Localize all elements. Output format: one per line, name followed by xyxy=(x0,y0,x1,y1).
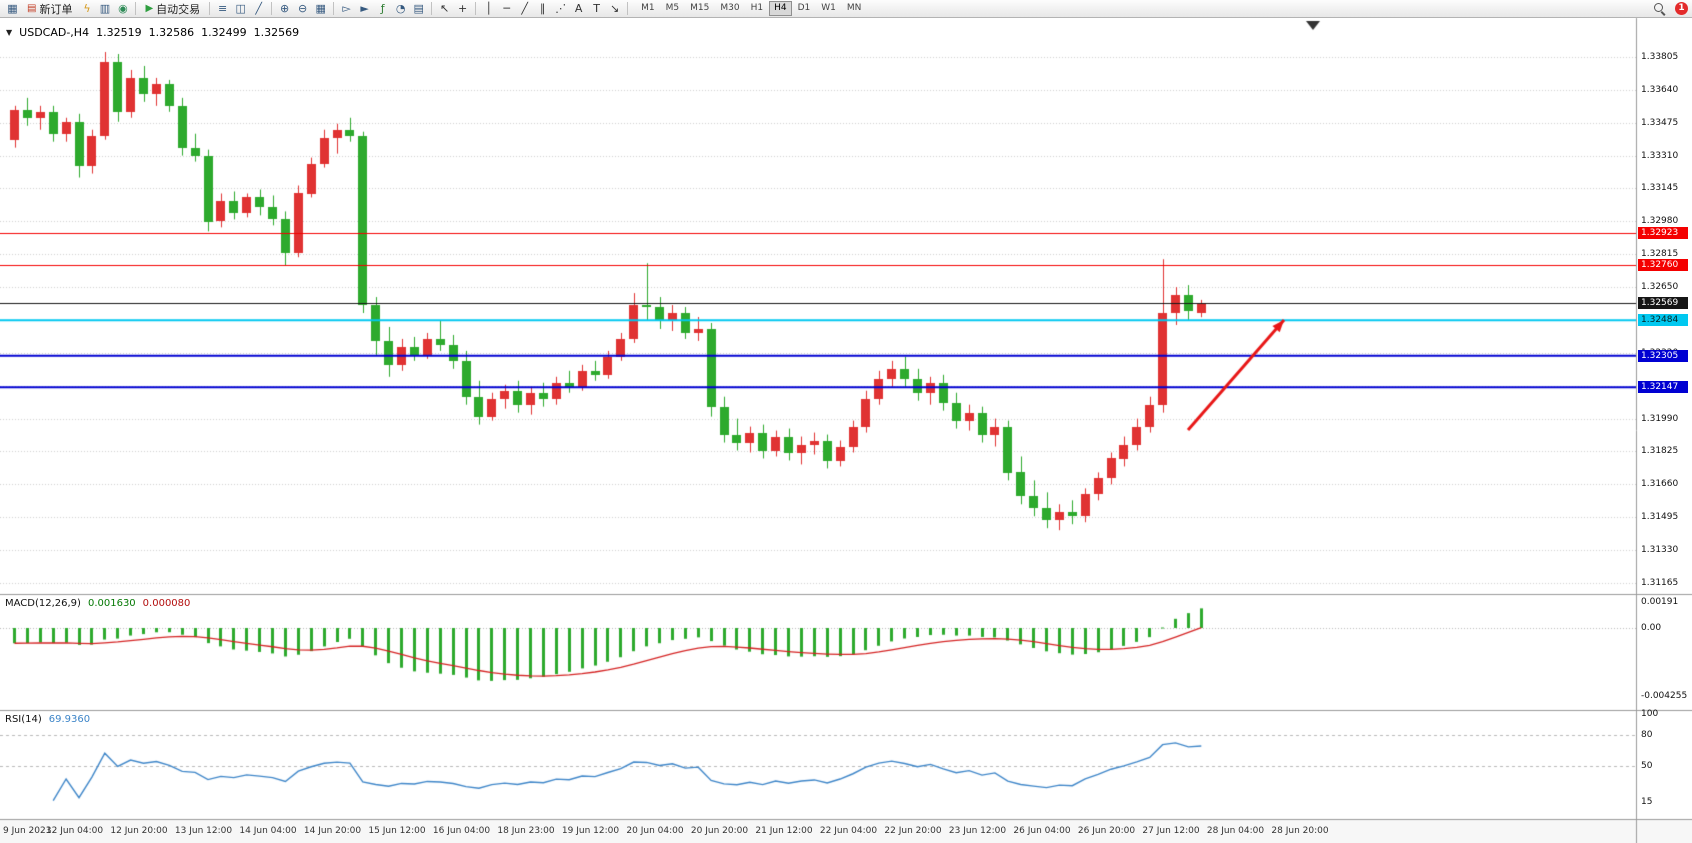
timeframe-h1[interactable]: H1 xyxy=(750,3,764,13)
text-icon[interactable]: A xyxy=(574,1,583,15)
timeframe-mn[interactable]: MN xyxy=(846,3,862,13)
timeframe-m30[interactable]: M30 xyxy=(720,3,740,13)
time-axis-zone[interactable] xyxy=(0,820,1636,843)
quotes-icon[interactable]: ϟ xyxy=(83,1,91,15)
ohlc-close: 1.32569 xyxy=(253,26,300,39)
ohlc-low: 1.32499 xyxy=(201,26,247,39)
indicators-icon[interactable]: ƒ xyxy=(380,1,385,15)
timeframe-h4[interactable]: H4 xyxy=(769,1,792,16)
toolbar-separator xyxy=(135,2,137,15)
macd-label: MACD(12,26,9) 0.001630 0.000080 xyxy=(5,598,190,609)
chart-header: ▼ USDCAD-,H4 1.32519 1.32586 1.32499 1.3… xyxy=(6,26,299,39)
auto-scroll-icon[interactable]: ▻ xyxy=(342,1,351,15)
timeframe-group: M1 M5 M15 M30 H1 H4 D1 W1 MN xyxy=(636,1,866,16)
timeframe-w1[interactable]: W1 xyxy=(821,3,836,13)
autotrading-button[interactable]: ▶ 自动交易 xyxy=(140,1,205,17)
new-order-icon: ▤ xyxy=(27,3,37,14)
templates-icon[interactable]: ▤ xyxy=(413,1,424,15)
rsi-name: RSI(14) xyxy=(5,714,42,725)
toolbar: ▦ ▤ 新订单 ϟ ▥ ◉ ▶ 自动交易 ≡ ◫ ╱ ⊕ ⊖ ▦ ▻ ► ƒ ◔ ▤ ↖ + │ ─ ╱ ∥ ⋰ A T ↘ M1 M5 M1… xyxy=(0,0,1692,18)
vertical-line-icon[interactable]: │ xyxy=(485,1,492,15)
new-order-label: 新订单 xyxy=(39,2,73,16)
notification-badge[interactable]: 1 xyxy=(1675,2,1688,15)
trendline-icon[interactable]: ╱ xyxy=(521,1,528,15)
zoom-in-icon[interactable]: ⊕ xyxy=(280,1,290,15)
new-chart-icon[interactable]: ▦ xyxy=(7,1,18,15)
crosshair-icon[interactable]: + xyxy=(458,1,468,15)
chart-shift-icon[interactable]: ► xyxy=(360,1,369,15)
tile-windows-icon[interactable]: ▦ xyxy=(315,1,326,15)
autotrading-icon: ▶ xyxy=(145,3,154,14)
new-order-button[interactable]: ▤ 新订单 xyxy=(22,1,77,17)
search-icon[interactable] xyxy=(1653,2,1666,15)
text-label-icon[interactable]: T xyxy=(593,1,601,15)
toolbar-separator xyxy=(475,2,477,15)
chart-candles-icon[interactable]: ◫ xyxy=(235,1,246,15)
timeframe-m5[interactable]: M5 xyxy=(665,3,680,13)
rsi-value: 69.9360 xyxy=(48,714,91,725)
periods-icon[interactable]: ◔ xyxy=(395,1,406,15)
equidistant-channel-icon[interactable]: ∥ xyxy=(539,1,546,15)
timeframe-m1[interactable]: M1 xyxy=(641,3,655,13)
macd-signal-value: 0.000080 xyxy=(142,598,191,609)
macd-main-value: 0.001630 xyxy=(87,598,136,609)
toolbar-separator xyxy=(431,2,433,15)
arrows-icon[interactable]: ↘ xyxy=(610,1,620,15)
symbol-period: USDCAD-,H4 xyxy=(19,26,90,39)
fibonacci-icon[interactable]: ⋰ xyxy=(555,1,567,15)
ohlc-high: 1.32586 xyxy=(148,26,195,39)
collapse-icon[interactable]: ▼ xyxy=(6,28,13,37)
horizontal-line-icon[interactable]: ─ xyxy=(503,1,510,15)
timeframe-d1[interactable]: D1 xyxy=(797,3,811,13)
chart-line-icon[interactable]: ╱ xyxy=(255,1,262,15)
timeframe-m15[interactable]: M15 xyxy=(690,3,710,13)
toolbar-separator xyxy=(271,2,273,15)
market-depth-icon[interactable]: ▥ xyxy=(99,1,111,15)
ohlc-open: 1.32519 xyxy=(96,26,142,39)
toolbar-separator xyxy=(333,2,335,15)
zoom-out-icon[interactable]: ⊖ xyxy=(298,1,308,15)
macd-name: MACD(12,26,9) xyxy=(5,598,81,609)
rsi-label: RSI(14) 69.9360 xyxy=(5,714,90,725)
refresh-icon[interactable]: ◉ xyxy=(118,1,128,15)
price-axis-zone[interactable] xyxy=(1636,25,1692,818)
toolbar-separator xyxy=(627,2,629,15)
toolbar-separator xyxy=(209,2,211,15)
chart-bars-icon[interactable]: ≡ xyxy=(218,1,228,15)
autotrading-label: 自动交易 xyxy=(156,2,201,16)
cursor-icon[interactable]: ↖ xyxy=(440,1,450,15)
